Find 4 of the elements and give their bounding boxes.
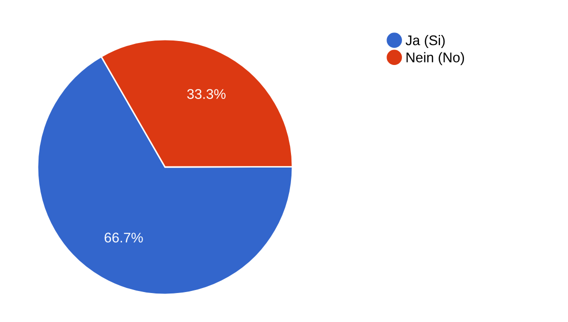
legend-label: Nein (No) [406,52,464,66]
data-label: 66.7% [104,232,143,243]
legend-label: Ja (Si) [406,35,445,48]
data-label: 33.3% [187,89,226,99]
